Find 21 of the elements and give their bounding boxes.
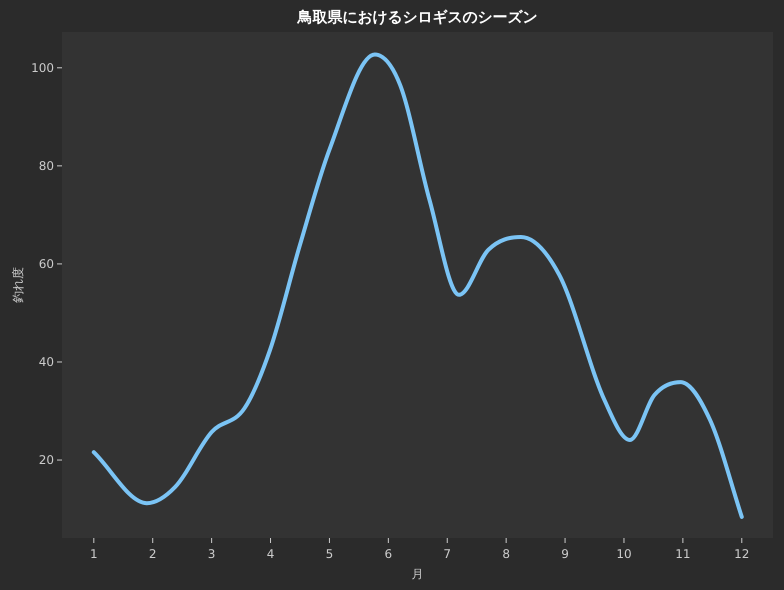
x-tick-label: 8 bbox=[502, 547, 510, 561]
x-tick-label: 1 bbox=[90, 547, 98, 561]
x-axis-title: 月 bbox=[412, 567, 424, 581]
x-tick-label: 9 bbox=[561, 547, 569, 561]
y-tick-label: 60 bbox=[38, 256, 54, 271]
x-tick-label: 4 bbox=[266, 547, 274, 561]
y-tick-label: 100 bbox=[31, 60, 54, 75]
x-tick-label: 12 bbox=[734, 547, 750, 561]
x-tick-label: 3 bbox=[208, 547, 216, 561]
y-tick-label: 80 bbox=[38, 158, 54, 173]
x-tick-label: 10 bbox=[616, 547, 632, 561]
y-tick-label: 20 bbox=[38, 453, 54, 468]
x-tick-label: 2 bbox=[148, 547, 157, 561]
x-tick-label: 6 bbox=[384, 547, 392, 561]
x-tick-label: 11 bbox=[675, 547, 691, 561]
y-tick-label: 40 bbox=[38, 354, 54, 369]
line-series bbox=[92, 52, 744, 519]
chart-title: 鳥取県におけるシロギスのシーズン bbox=[296, 8, 538, 26]
x-tick-label: 5 bbox=[326, 547, 334, 561]
x-tick-label: 7 bbox=[443, 547, 452, 561]
y-axis-title: 釣れ度 bbox=[11, 267, 25, 303]
